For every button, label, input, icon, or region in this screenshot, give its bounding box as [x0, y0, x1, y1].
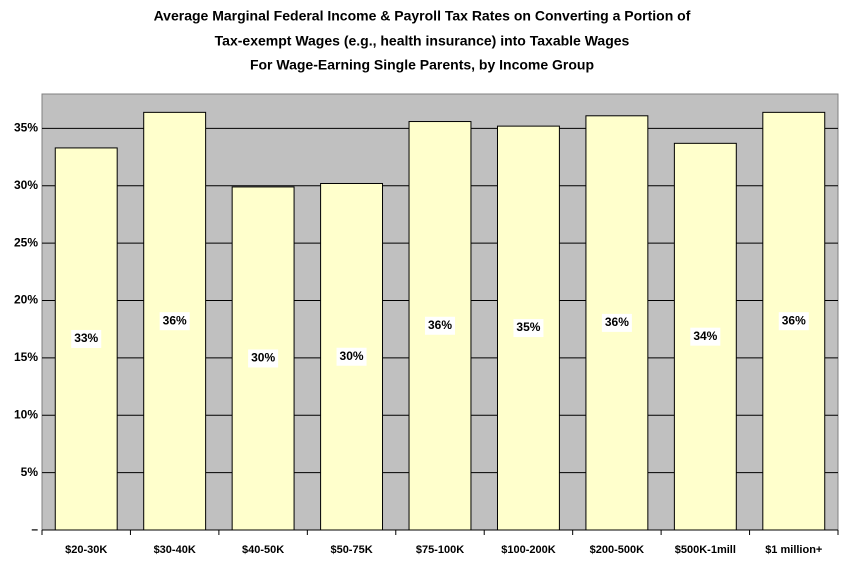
value-label-box — [778, 312, 809, 331]
x-tick-label: $40-50K — [242, 544, 284, 556]
x-tick-label: $30-40K — [154, 544, 196, 556]
value-label: 35% — [516, 320, 540, 334]
x-tick-label: $75-100K — [416, 544, 464, 556]
y-tick-label: 15% — [14, 350, 38, 364]
value-label: 36% — [605, 315, 629, 329]
value-label: 30% — [251, 351, 275, 365]
value-label: 30% — [340, 349, 364, 363]
value-label-box — [336, 347, 367, 366]
chart-title: Tax-exempt Wages (e.g., health insurance… — [215, 33, 630, 49]
x-tick-label: $50-75K — [330, 544, 372, 556]
y-tick-label: 25% — [14, 235, 38, 249]
y-tick-label: 5% — [21, 465, 39, 479]
value-label-box — [248, 349, 279, 368]
x-tick-label: $20-30K — [65, 544, 107, 556]
value-label-box — [601, 313, 632, 332]
x-tick-label: $200-500K — [590, 544, 644, 556]
chart-title: For Wage-Earning Single Parents, by Inco… — [250, 57, 594, 73]
chart-title: Average Marginal Federal Income & Payrol… — [154, 8, 691, 24]
bar — [585, 115, 649, 531]
y-tick-label: – — [31, 522, 38, 536]
value-label-box — [159, 312, 190, 331]
value-label-box — [71, 329, 102, 348]
y-tick-label: 20% — [14, 293, 38, 307]
value-label: 36% — [782, 313, 806, 327]
y-tick-label: 10% — [14, 407, 38, 421]
value-label: 34% — [693, 329, 717, 343]
value-label-box — [690, 327, 721, 346]
value-label-box — [513, 319, 544, 338]
x-tick-label: $100-200K — [501, 544, 555, 556]
y-tick-label: 35% — [14, 121, 38, 135]
value-label: 36% — [163, 313, 187, 327]
y-tick-label: 30% — [14, 178, 38, 192]
value-label-box — [425, 316, 455, 335]
x-tick-label: $1 million+ — [765, 544, 822, 556]
value-label: 36% — [428, 318, 452, 332]
value-label: 33% — [74, 331, 98, 345]
x-tick-label: $500K-1mill — [675, 544, 736, 556]
